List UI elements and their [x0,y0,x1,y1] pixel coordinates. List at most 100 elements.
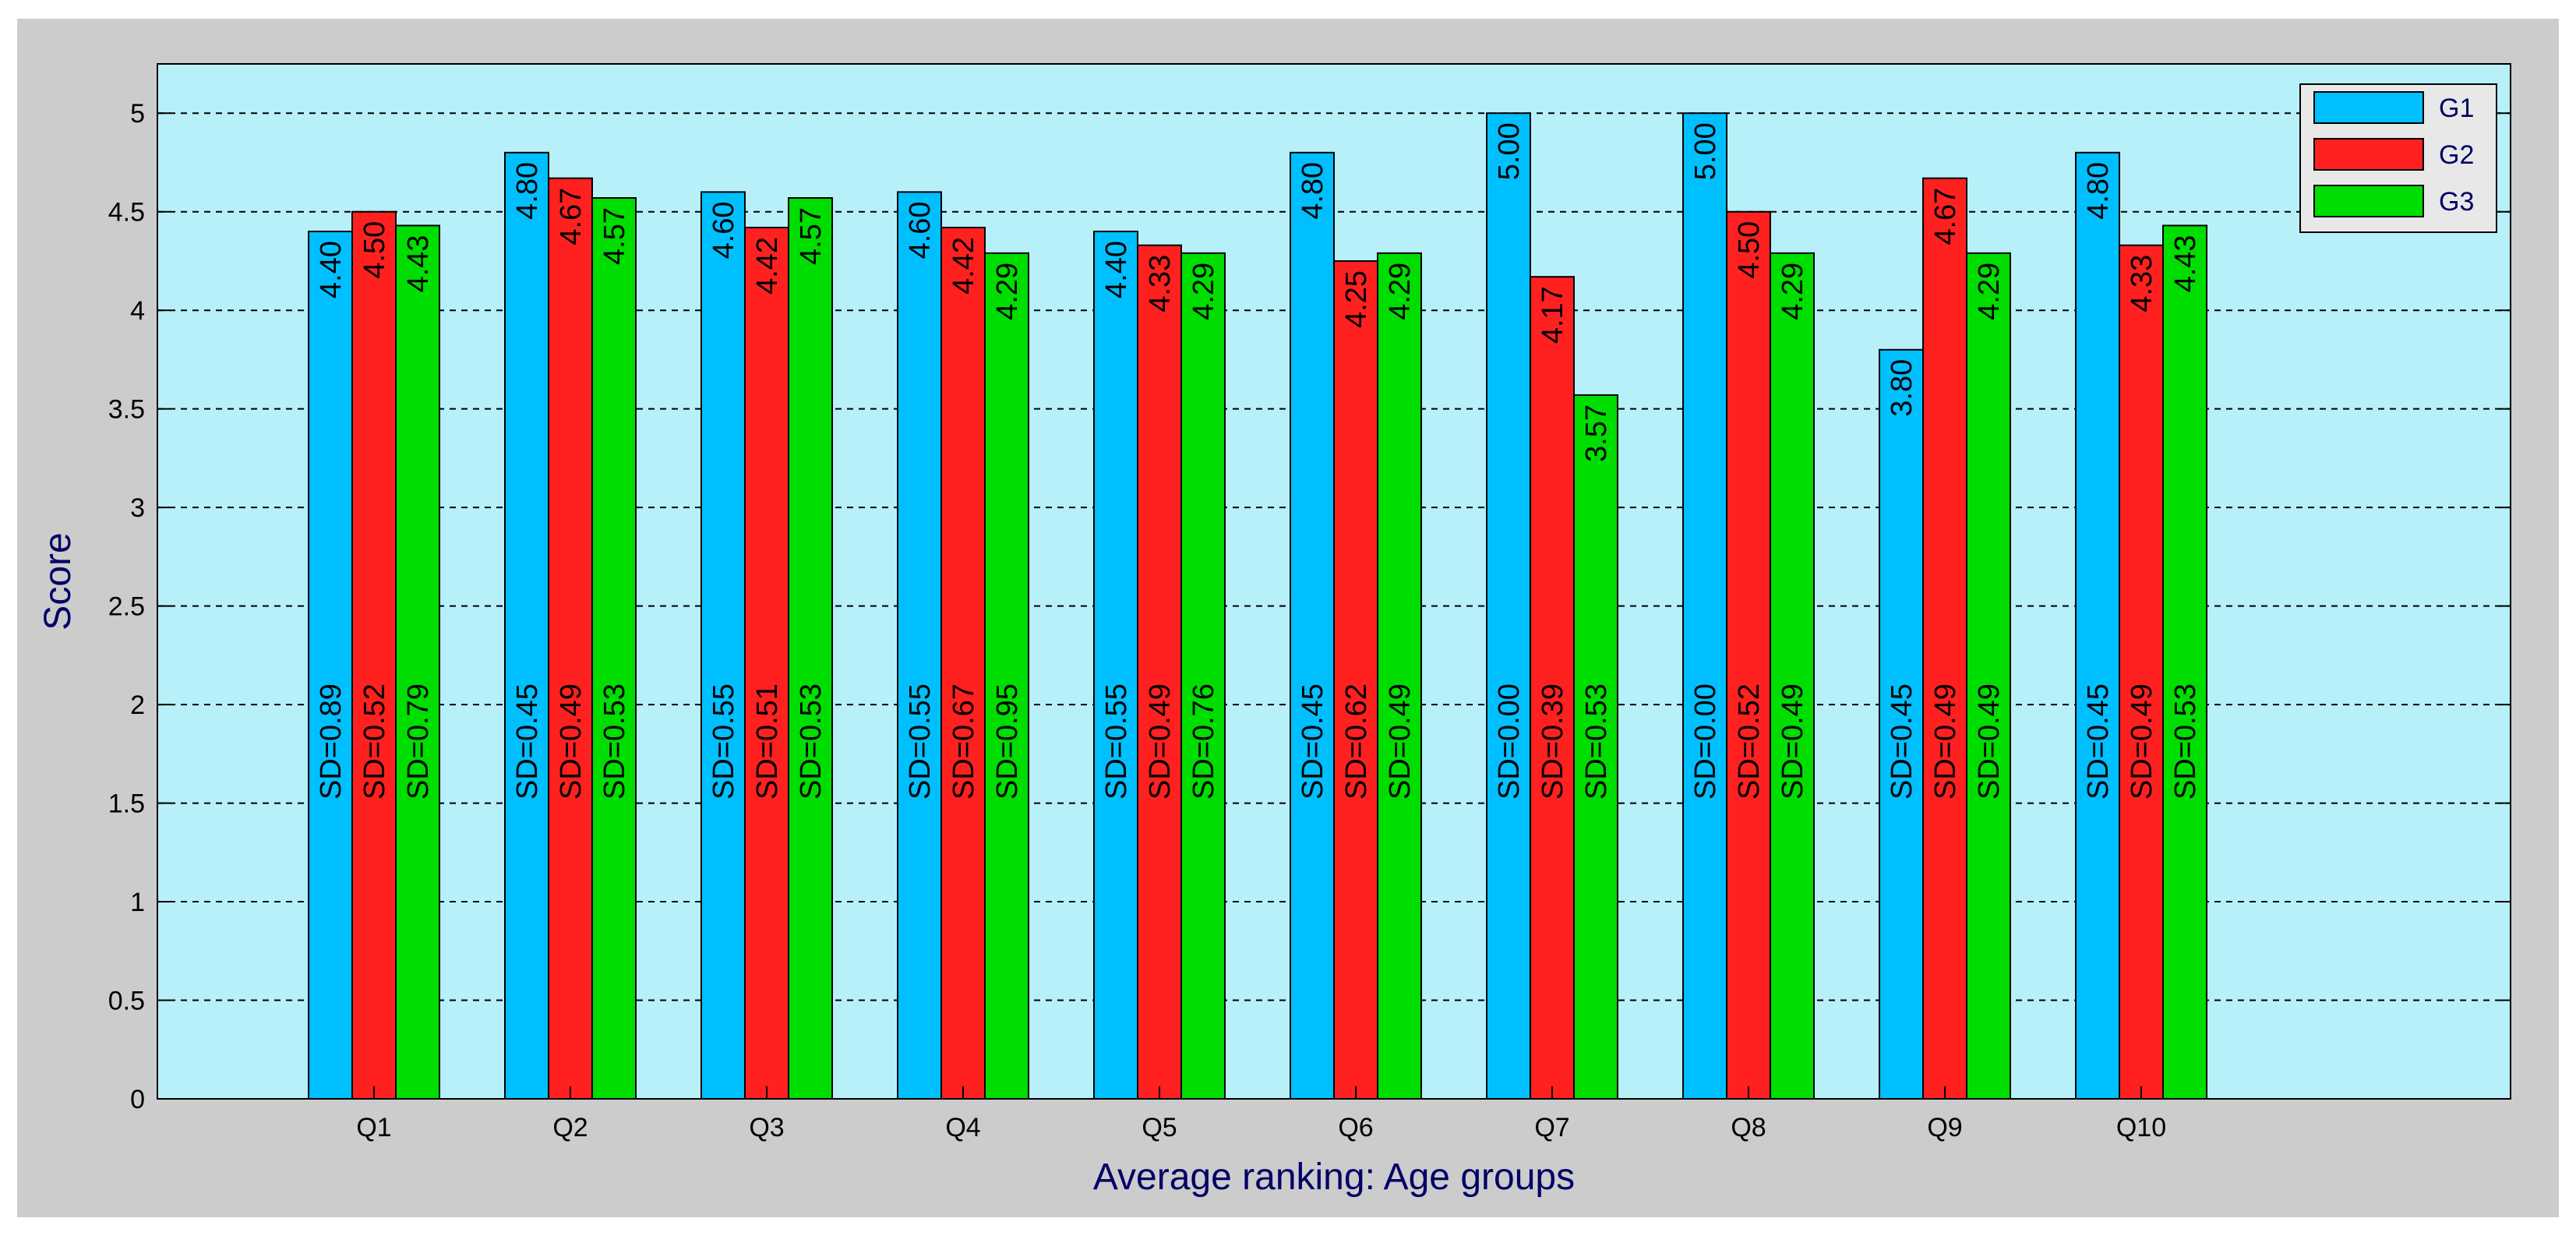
axes: 0 0.5 1 1.5 2 2.5 3 3.5 4 4.5 5 Q1 Q2 Q3 Q4 Q5 Q6 Q7 Q8 Q9 Q… [108,99,2511,1142]
sd-label: SD=0.52 [358,683,391,800]
data-label: 3.57 [1580,404,1613,462]
data-label: 4.29 [991,263,1024,320]
y-tick-label: 5 [130,99,145,129]
bar-g1-q2 [504,151,549,1100]
sd-label: SD=0.39 [1537,683,1569,800]
x-tick-label: Q5 [1142,1113,1177,1142]
bar-g2-q7 [1530,276,1575,1100]
sd-label: SD=0.55 [1100,683,1133,800]
data-label: 4.57 [795,207,827,265]
data-label: 4.43 [2169,235,2202,292]
bar-g2-q5 [1137,244,1182,1100]
sd-label: SD=0.55 [708,683,740,800]
x-tick-label: Q3 [749,1113,784,1142]
sd-label: SD=0.49 [1144,683,1177,800]
sd-label: SD=0.49 [1777,683,1809,800]
legend-label: G3 [2439,187,2474,217]
x-axis-label: Average ranking: Age groups [1093,1157,1575,1198]
x-tick-label: Q9 [1927,1113,1962,1142]
bar-chart: 4.40SD=0.894.50SD=0.524.43SD=0.794.80SD=… [37,63,2511,1198]
data-label: 4.17 [1537,286,1569,344]
bar-g3-q5 [1180,252,1226,1100]
data-label: 5.00 [1493,122,1526,180]
y-tick-label: 4.5 [108,198,145,228]
sd-label: SD=0.52 [1733,683,1766,800]
bar-g3-q3 [788,197,833,1100]
bar-g3-q9 [1966,252,2011,1100]
bar-g3-q7 [1573,394,1618,1100]
bar-g2-q3 [744,226,789,1100]
y-tick-label: 2 [130,690,145,720]
y-tick-label: 4 [130,296,145,326]
bar-g3-q2 [591,197,637,1100]
bar-g1-q4 [897,191,942,1100]
sd-label: SD=0.49 [1973,683,2006,800]
data-label: 5.00 [1689,122,1722,180]
data-label: 4.33 [2126,255,2158,313]
y-tick-label: 2.5 [108,592,145,622]
x-tick-label: Q7 [1534,1113,1569,1142]
data-label: 3.80 [1886,359,1918,417]
bar-g1-q1 [308,231,353,1100]
data-label: 4.25 [1340,270,1373,328]
data-label: 4.29 [1384,263,1417,320]
bar-g3-q8 [1770,252,1815,1100]
data-label: 4.60 [708,201,740,259]
x-tick-label: Q1 [356,1113,391,1142]
sd-label: SD=0.45 [2082,683,2115,800]
y-tick-label: 3.5 [108,395,145,425]
data-label: 4.80 [1297,162,1329,220]
data-label: 4.42 [947,237,980,295]
sd-label: SD=0.49 [2126,683,2158,800]
data-label: 4.60 [904,201,937,259]
legend-swatch-g2 [2313,138,2424,171]
legend-label: G1 [2439,94,2474,123]
sd-label: SD=0.76 [1187,683,1220,800]
data-label: 4.57 [598,207,631,265]
bar-g1-q5 [1093,231,1138,1100]
bar-g2-q9 [1922,177,1967,1100]
data-label: 4.40 [315,241,348,298]
sd-label: SD=0.53 [795,683,827,800]
sd-label: SD=0.79 [402,683,435,800]
sd-label: SD=0.55 [904,683,937,800]
data-label: 4.43 [402,235,435,292]
x-tick-label: Q8 [1731,1113,1766,1142]
bar-g1-q10 [2075,151,2120,1100]
bar-g2-q6 [1333,260,1378,1100]
bar-g3-q1 [395,224,440,1100]
legend-swatch-g1 [2313,91,2424,124]
data-label: 4.67 [1929,188,1962,245]
x-tick-label: Q4 [945,1113,980,1142]
y-tick-label: 1 [130,888,145,917]
bar-g2-q2 [548,177,593,1100]
bar-labels: 4.40 SD=0.89 4.50 SD=0.52 4.43 SD=0.79 4.80 SD=… [315,122,2202,800]
sd-label: SD=0.95 [991,683,1024,800]
bar-g3-q10 [2162,224,2207,1100]
bar-g3-q6 [1377,252,1422,1100]
data-label: 4.67 [555,188,588,245]
data-label: 4.29 [1187,263,1220,320]
sd-label: SD=0.49 [1929,683,1962,800]
bar-g3-q4 [984,252,1029,1100]
bars [308,112,2207,1100]
data-label: 4.42 [751,237,784,295]
bar-g2-q8 [1726,210,1771,1100]
data-label: 4.29 [1777,263,1809,320]
legend-swatch-g3 [2313,185,2424,217]
legend-items: G1 G2 G3 [2313,91,2474,217]
sd-label: SD=0.62 [1340,683,1373,800]
y-axis-label: Score [37,532,79,630]
y-tick-label: 0.5 [108,987,145,1016]
data-label: 4.80 [511,162,544,220]
sd-label: SD=0.51 [751,683,784,800]
bar-g2-q4 [940,226,986,1100]
y-tick-label: 1.5 [108,789,145,819]
x-tick-label: Q6 [1338,1113,1373,1142]
bar-g1-q7 [1486,112,1531,1100]
x-tick-label: Q10 [2116,1113,2166,1142]
sd-label: SD=0.67 [947,683,980,800]
sd-label: SD=0.89 [315,683,348,800]
legend: G1 G2 G3 [2299,83,2497,233]
sd-label: SD=0.49 [1384,683,1417,800]
